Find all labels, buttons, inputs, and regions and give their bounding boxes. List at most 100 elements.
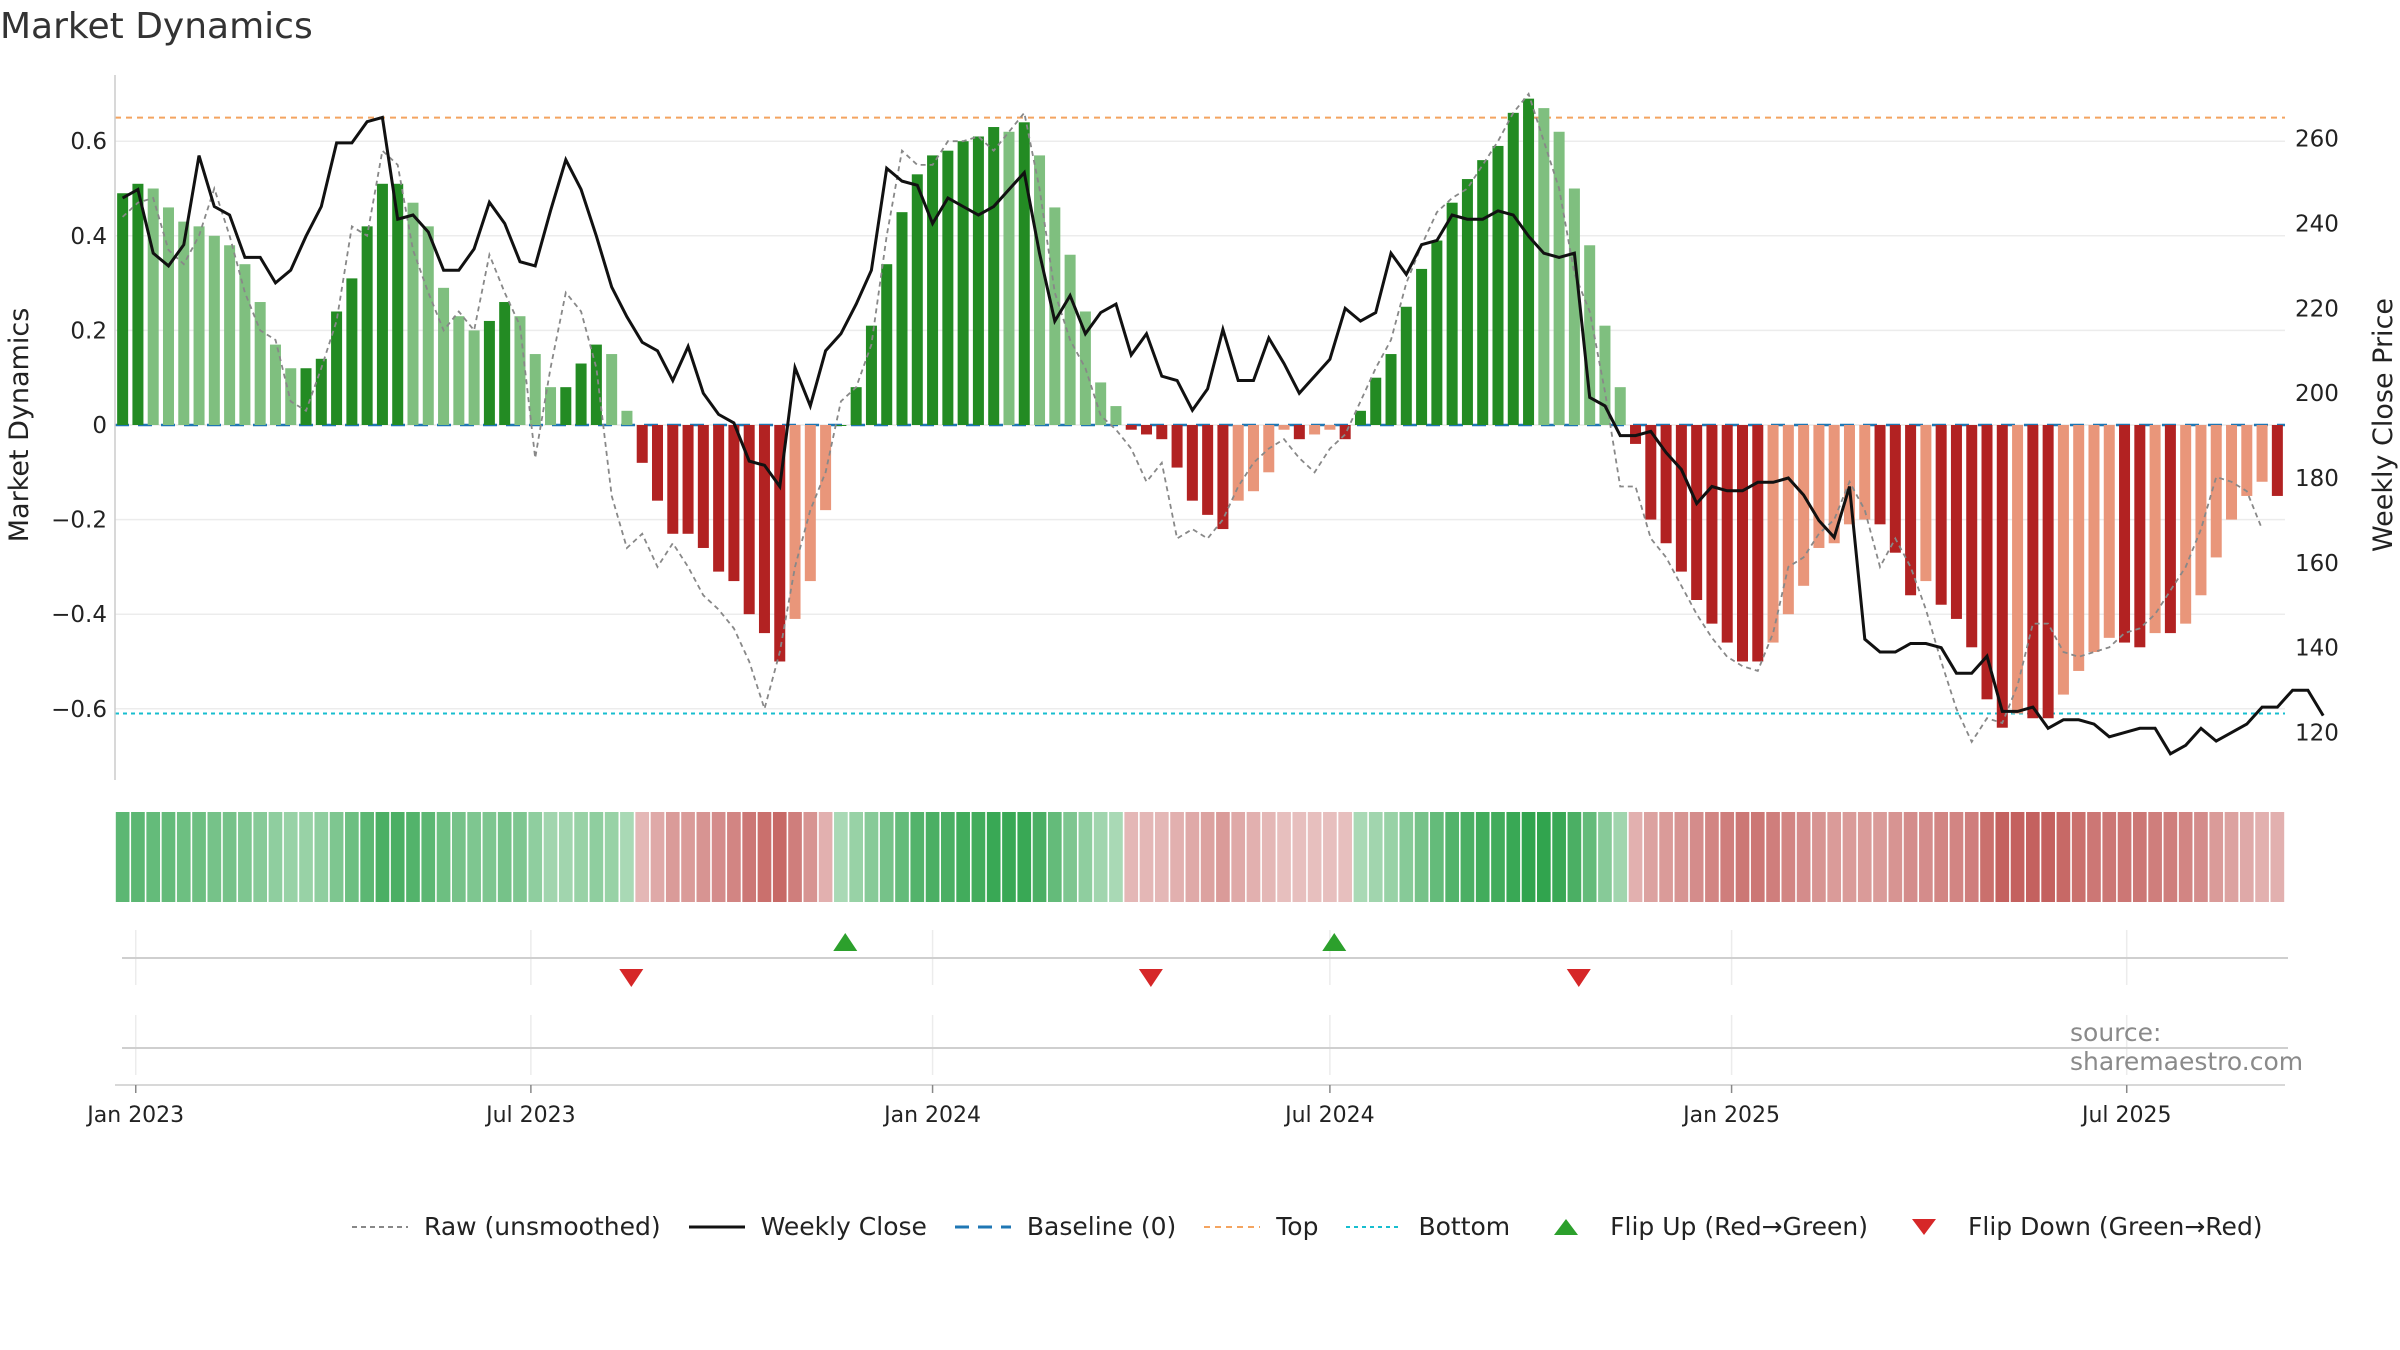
regime-cell xyxy=(1995,812,2010,902)
regime-cell xyxy=(2041,812,2055,902)
regime-cell xyxy=(482,812,497,902)
legend-item-flip_up: Flip Up (Red→Green) xyxy=(1536,1212,1868,1241)
dynamics-bar xyxy=(1309,425,1321,435)
regime-cell xyxy=(681,812,695,902)
regime-cell xyxy=(558,812,573,902)
dynamics-bar xyxy=(1416,268,1428,425)
regime-cell xyxy=(1888,812,1903,902)
regime-cell xyxy=(1964,812,1979,902)
dynamics-bar xyxy=(1431,240,1443,425)
dynamics-bar xyxy=(1278,425,1290,430)
dynamics-bar xyxy=(972,136,984,425)
dynamics-bar xyxy=(1752,425,1764,662)
regime-cell xyxy=(1919,812,1933,902)
x-tick-label: Jan 2023 xyxy=(85,1103,184,1128)
regime-cell xyxy=(879,812,894,902)
dynamics-bar xyxy=(2180,425,2192,624)
dynamics-bar xyxy=(1798,425,1810,586)
dynamics-bar xyxy=(529,354,541,425)
dynamics-bar xyxy=(2042,425,2054,719)
regime-cell xyxy=(2163,812,2178,902)
regime-cell xyxy=(1430,812,1444,902)
dynamics-bar xyxy=(1950,425,1962,619)
y-tick-label: 0.4 xyxy=(70,224,107,250)
dynamics-bar xyxy=(315,358,327,425)
dynamics-bar xyxy=(1293,425,1305,440)
raw-series-line xyxy=(121,92,2263,744)
dynamics-bar xyxy=(132,183,144,425)
regime-cell xyxy=(268,812,283,902)
dynamics-bar xyxy=(438,287,450,425)
dynamics-bar xyxy=(651,425,664,501)
regime-cell xyxy=(803,812,818,902)
dynamics-bar xyxy=(2088,425,2100,653)
dynamics-bar xyxy=(1446,202,1458,425)
regime-cell xyxy=(345,812,359,902)
legend-label: Flip Down (Green→Red) xyxy=(1968,1212,2263,1241)
dynamics-bar xyxy=(682,425,694,534)
regime-cell xyxy=(1017,812,1032,902)
regime-cell xyxy=(1720,812,1735,902)
chart-title: Market Dynamics xyxy=(0,6,313,47)
dynamics-bar xyxy=(224,245,236,425)
regime-cell xyxy=(1368,812,1383,902)
regime-cell xyxy=(1705,812,1719,902)
dynamics-bar xyxy=(942,150,954,426)
regime-cell xyxy=(1231,812,1246,902)
regime-cell xyxy=(497,812,512,902)
regime-cell xyxy=(543,812,558,902)
regime-cell xyxy=(1124,812,1139,902)
regime-cell xyxy=(1873,812,1887,902)
regime-cell xyxy=(1170,812,1184,902)
dynamics-bar xyxy=(1660,425,1672,544)
regime-cell xyxy=(1536,812,1551,902)
legend-item-top: Top xyxy=(1202,1212,1318,1241)
regime-cell xyxy=(1445,812,1459,902)
dynamics-bar xyxy=(1874,425,1886,525)
legend-swatch-flip_down xyxy=(1912,1218,1937,1235)
regime-cell xyxy=(1323,812,1337,902)
legend-label: Flip Up (Red→Green) xyxy=(1610,1212,1869,1241)
regime-cell xyxy=(925,812,940,902)
legend-swatch-raw xyxy=(352,1225,408,1228)
regime-cell xyxy=(2132,812,2147,902)
dynamics-bar xyxy=(1186,425,1198,501)
regime-strip xyxy=(115,812,2285,902)
dynamics-bar xyxy=(636,425,648,463)
dynamics-bar xyxy=(331,311,343,425)
dynamics-bar xyxy=(1905,425,1917,596)
dynamics-bar xyxy=(927,155,939,426)
y-right-tick-label: 240 xyxy=(2295,211,2339,237)
legend-label: Baseline (0) xyxy=(1026,1212,1177,1241)
dynamics-bar xyxy=(1614,387,1626,425)
axes: −0.6 −0.4 −0.2 0 0.2 0.4 0.6 120 140 160 180 200 220… xyxy=(4,75,2399,780)
dynamics-bar xyxy=(193,226,205,425)
dynamics-bar xyxy=(1354,410,1366,425)
regime-cell xyxy=(2071,812,2086,902)
dynamics-bar xyxy=(1981,425,1993,700)
dynamics-bar xyxy=(1843,425,1855,525)
dynamics-bar xyxy=(1966,425,1978,648)
regime-cell xyxy=(1491,812,1505,902)
regime-cell xyxy=(742,812,757,902)
dynamics-bar xyxy=(499,302,511,425)
x-tick-label: Jan 2024 xyxy=(882,1103,981,1128)
regime-cell xyxy=(1246,812,1261,902)
regime-cell xyxy=(1353,812,1368,902)
dynamics-bar xyxy=(2027,425,2039,719)
dynamics-bar xyxy=(697,425,709,548)
regime-cell xyxy=(1292,812,1307,902)
dynamics-bar xyxy=(147,188,159,425)
y-tick-label: −0.6 xyxy=(51,697,107,723)
dynamics-bar xyxy=(361,226,373,425)
regime-cell xyxy=(1857,812,1872,902)
regime-cell xyxy=(772,812,787,902)
dynamics-bar xyxy=(2073,425,2085,671)
regime-cell xyxy=(1216,812,1230,902)
dynamics-bar xyxy=(1706,425,1718,624)
dynamics-bar xyxy=(1538,108,1550,426)
dynamics-bar xyxy=(1125,425,1137,430)
dynamics-bar xyxy=(606,354,618,425)
regime-cell xyxy=(1934,812,1949,902)
regime-cell xyxy=(238,812,252,902)
